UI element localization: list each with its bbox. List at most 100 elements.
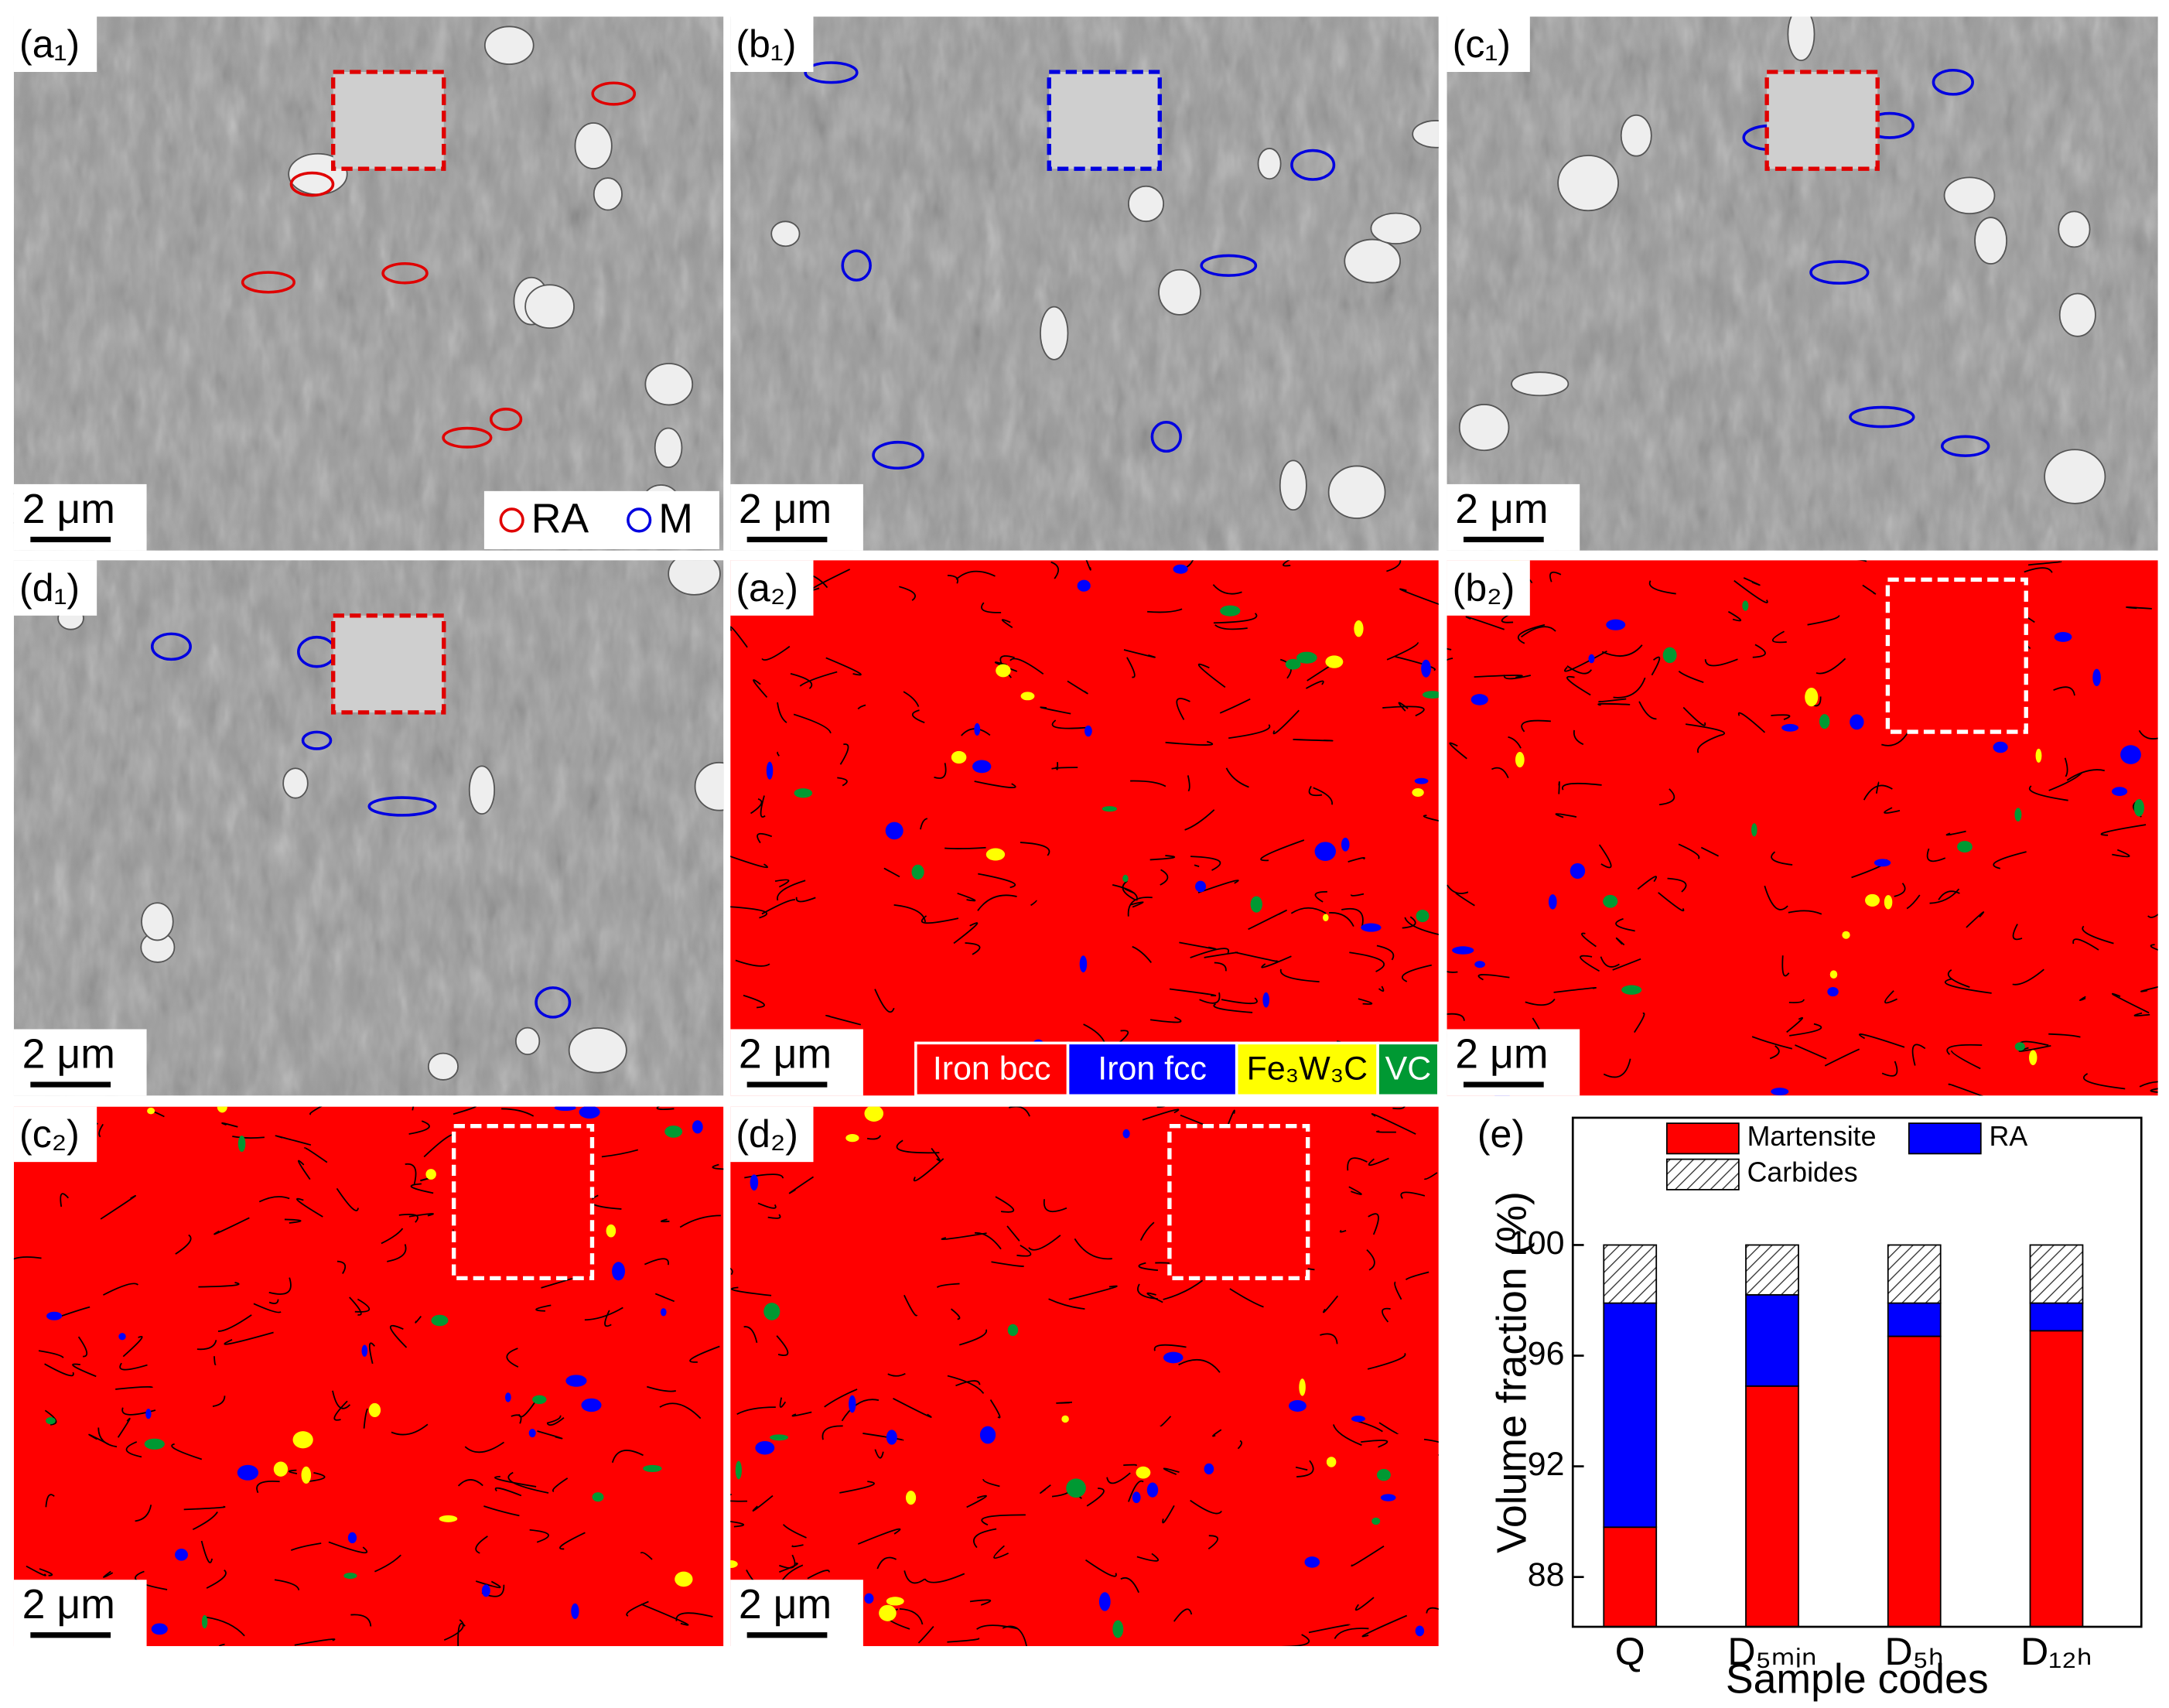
grain-boundary	[757, 832, 773, 844]
phase-spot	[1874, 859, 1891, 867]
grain-boundary	[1351, 1545, 1385, 1566]
grain-boundary	[1040, 1484, 1051, 1494]
phase-spot	[1084, 725, 1092, 737]
grain-boundary	[2029, 785, 2068, 801]
phase-spot	[845, 1134, 859, 1143]
grain-boundary	[1603, 1058, 1631, 1078]
phase-spot	[147, 1107, 155, 1115]
axis-title: Volume fraction (%)	[1488, 1191, 1535, 1553]
grain-boundary	[640, 1552, 653, 1560]
plot-frame	[1571, 1116, 2143, 1628]
carbide-particle	[654, 427, 683, 469]
phase-spot	[974, 722, 981, 736]
grain-boundary	[1085, 560, 1091, 571]
grain-boundary	[1503, 675, 1532, 680]
bar-segment	[1603, 1302, 1658, 1529]
phase-spot	[1470, 694, 1488, 705]
bar-segment	[2029, 1302, 2084, 1332]
legend-marker	[627, 507, 652, 533]
grain-boundary	[1051, 767, 1078, 770]
grain-boundary	[333, 1400, 348, 1421]
grain-boundary	[1293, 739, 1334, 742]
micrograph-panel: (c₁) 2 μm	[1447, 16, 2158, 551]
grain-boundary	[1581, 932, 1597, 948]
grain-boundary	[336, 1187, 359, 1211]
panel-content	[730, 1106, 1439, 1647]
grain-boundary	[1555, 813, 1577, 818]
grain-boundary	[913, 1158, 944, 1182]
grain-boundary	[1147, 608, 1183, 613]
phase-spot	[1421, 659, 1431, 678]
phase-spot	[750, 1174, 759, 1191]
grain-boundary	[924, 1573, 965, 1583]
phase-spot	[1250, 896, 1262, 913]
grain-boundary	[122, 1336, 143, 1358]
ebsd-map	[730, 1106, 1439, 1647]
grain-boundary	[196, 1340, 217, 1351]
grain-boundary	[1423, 815, 1439, 822]
grain-boundary	[475, 1535, 488, 1554]
phase-spot	[1020, 692, 1035, 701]
grain-boundary	[1945, 830, 1966, 836]
grain-boundary	[2147, 914, 2158, 918]
grain-boundary	[934, 763, 947, 779]
phase-spot	[1819, 714, 1830, 729]
grain-boundary	[115, 1385, 153, 1390]
phase-spot	[1957, 841, 1973, 853]
grain-boundary	[1084, 1559, 1117, 1577]
ebsd-map	[1447, 560, 2158, 1096]
grain-boundary	[1349, 951, 1385, 972]
grain-boundary	[2150, 1088, 2158, 1093]
phase-spot	[1173, 564, 1188, 574]
grain-boundary	[389, 1324, 408, 1348]
grain-boundary	[1130, 780, 1166, 787]
phase-spot	[770, 1434, 789, 1441]
grain-boundary	[1769, 1045, 1780, 1060]
bar-segment	[2029, 1330, 2084, 1628]
grain-boundary	[1130, 901, 1144, 908]
scale-bar-label: 2 μm	[1455, 486, 1548, 532]
grain-boundary	[921, 915, 959, 924]
ebsd-map	[13, 1106, 724, 1647]
grain-boundary	[1648, 580, 1676, 595]
grain-boundary	[391, 1423, 429, 1436]
grain-boundary	[77, 1336, 88, 1358]
phase-spot	[1993, 741, 2008, 753]
micrograph-panel: (c₂) 2 μm	[13, 1106, 724, 1647]
x-tick-label: D₁₂ₕ	[2020, 1630, 2092, 1673]
grain-boundary	[1601, 644, 1643, 657]
grain-boundary	[457, 1622, 466, 1647]
phase-spot	[1416, 910, 1429, 923]
bar-segment	[1603, 1526, 1658, 1628]
phase-spot	[1588, 654, 1595, 664]
micrograph-panel: (b₂) 2 μm	[1447, 560, 2158, 1096]
grain-boundary	[1002, 1625, 1028, 1647]
phase-marker	[1932, 68, 1974, 96]
grain-boundary	[97, 1427, 118, 1448]
carbide-particle	[694, 761, 724, 811]
grain-boundary	[824, 1389, 858, 1408]
grain-boundary	[947, 1375, 985, 1394]
grain-boundary	[1447, 658, 1453, 661]
phase-marker	[150, 632, 192, 661]
inset	[1167, 1123, 1310, 1281]
legend-swatch	[1066, 1041, 1238, 1098]
grain-boundary	[1894, 883, 1906, 897]
grain-boundary	[349, 1296, 362, 1316]
phase-spot	[1061, 1415, 1069, 1423]
legend-text: RA	[531, 495, 589, 541]
grain-boundary	[1491, 767, 1509, 779]
panel-content	[13, 16, 724, 551]
phase-marker	[1150, 421, 1182, 453]
grain-boundary	[1308, 785, 1323, 797]
phase-marker	[1849, 405, 1915, 429]
grain-boundary	[1320, 1333, 1338, 1344]
grain-boundary	[1597, 702, 1631, 706]
phase-spot	[1122, 1129, 1130, 1139]
grain-boundary	[1165, 740, 1214, 746]
grain-boundary	[1056, 1401, 1073, 1404]
grain-boundary	[212, 1395, 226, 1407]
grain-boundary	[1613, 677, 1646, 699]
phase-spot	[1146, 1482, 1159, 1498]
phase-marker	[381, 261, 429, 285]
